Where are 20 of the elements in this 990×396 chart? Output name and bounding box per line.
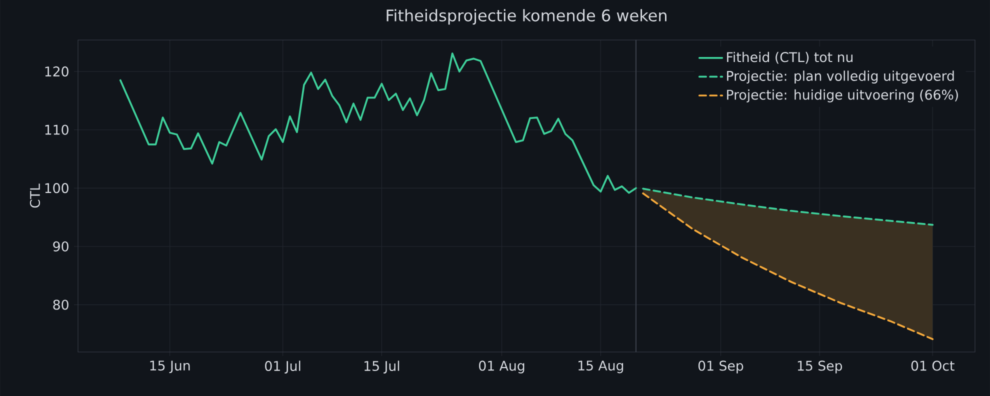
x-tick-label: 15 Aug xyxy=(578,360,624,374)
y-tick-label: 80 xyxy=(53,300,68,310)
x-tick-label: 01 Oct xyxy=(911,360,954,371)
y-tick-label: 90 xyxy=(53,241,68,252)
y-tick-label: 120 xyxy=(45,66,68,77)
x-tick-label: 01 Jul xyxy=(265,360,300,374)
y-axis-title: CTL xyxy=(30,184,40,208)
y-tick-label: 110 xyxy=(45,124,68,135)
legend-label: Projectie: plan volledig uitgevoerd xyxy=(727,70,954,84)
legend-label: Projectie: huidige uitvoering (66%) xyxy=(727,89,958,102)
x-tick-label: 15 Jun xyxy=(150,360,190,374)
y-tick-label: 100 xyxy=(45,183,68,194)
x-tick-label: 15 Sep xyxy=(798,360,842,374)
x-tick-label: 01 Sep xyxy=(698,360,744,374)
x-tick-label: 15 Jul xyxy=(364,360,400,374)
legend-label: Fitheid (CTL) tot nu xyxy=(727,52,852,64)
line-series xyxy=(119,52,637,194)
line-series xyxy=(642,188,934,226)
x-tick-label: 01 Aug xyxy=(479,360,524,374)
chart-title: Fitheidsprojectie komende 6 weken xyxy=(386,9,666,25)
